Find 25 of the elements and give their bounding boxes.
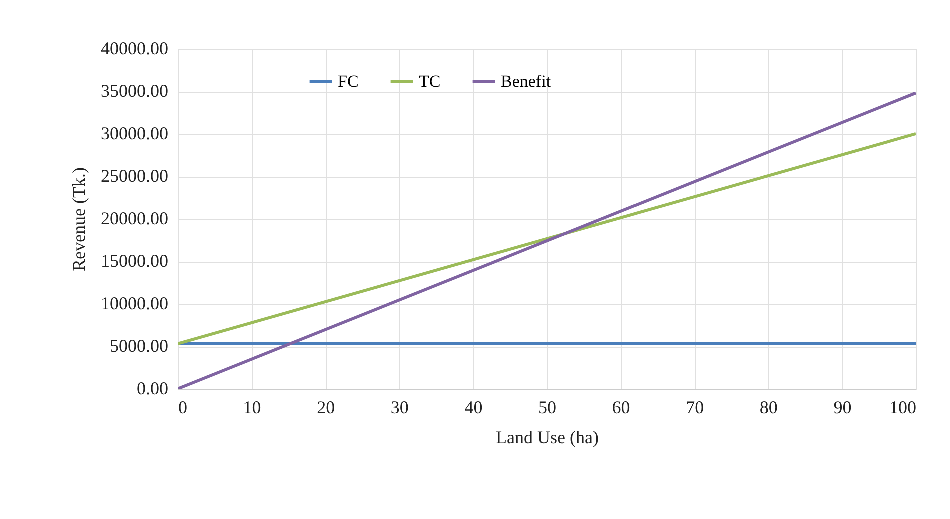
y-tick-label: 20000.00 bbox=[101, 208, 168, 228]
x-tick-label: 60 bbox=[612, 398, 630, 418]
legend-label: Benefit bbox=[501, 72, 552, 91]
x-tick-label: 100 bbox=[890, 398, 916, 418]
x-tick-label: 10 bbox=[243, 398, 262, 418]
y-tick-label: 0.00 bbox=[137, 378, 168, 398]
legend-label: FC bbox=[338, 72, 359, 91]
y-tick-label: 5000.00 bbox=[110, 336, 168, 356]
x-tick-label: 40 bbox=[464, 398, 483, 418]
x-axis-title: Land Use (ha) bbox=[496, 428, 599, 448]
x-tick-label: 70 bbox=[686, 398, 704, 418]
y-axis-title: Revenue (Tk.) bbox=[69, 168, 89, 272]
x-tick-label: 20 bbox=[317, 398, 336, 418]
x-tick-label: 0 bbox=[178, 398, 188, 418]
x-tick-label: 30 bbox=[390, 398, 409, 418]
y-tick-label: 15000.00 bbox=[101, 251, 168, 271]
y-tick-label: 40000.00 bbox=[101, 38, 168, 58]
x-tick-label: 90 bbox=[834, 398, 852, 418]
x-tick-label: 50 bbox=[538, 398, 556, 418]
y-tick-label: 25000.00 bbox=[101, 166, 168, 186]
y-tick-label: 30000.00 bbox=[101, 124, 168, 144]
x-tick-label: 80 bbox=[760, 398, 778, 418]
y-tick-label: 35000.00 bbox=[101, 81, 168, 101]
legend-label: TC bbox=[419, 72, 441, 91]
y-tick-label: 10000.00 bbox=[101, 294, 168, 314]
